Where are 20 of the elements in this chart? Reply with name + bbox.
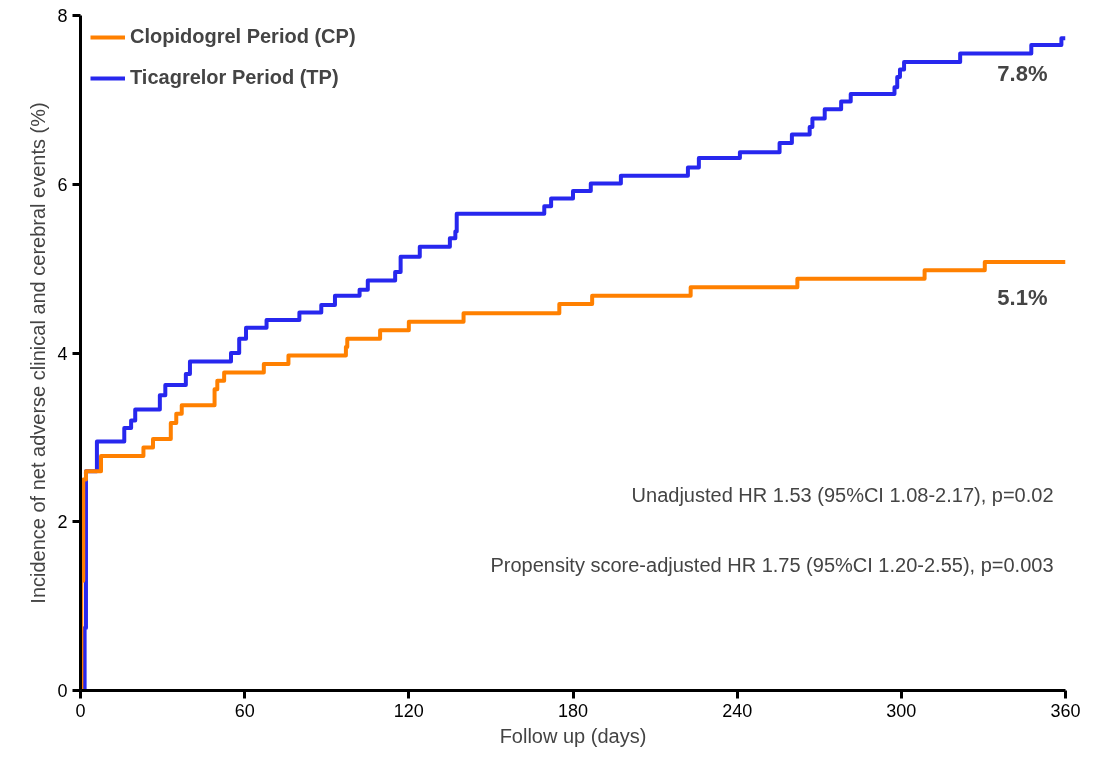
x-tick-label: 180 [557, 700, 589, 721]
y-tick-label: 0 [57, 681, 68, 701]
x-tick-label: 240 [722, 700, 753, 721]
legend-label: Clopidogrel Period (CP) [130, 25, 356, 48]
annotation: 5.1% [997, 284, 1048, 310]
legend-label: Ticagrelor Period (TP) [130, 66, 339, 89]
x-tick-label: 120 [393, 700, 424, 721]
x-tick-label: 360 [1050, 700, 1081, 721]
y-tick-label: 4 [57, 343, 68, 364]
annotation: Propensity score-adjusted HR 1.75 (95%CI 1.20-2.55), p=0.003 [490, 553, 1054, 576]
annotation: 7.8% [997, 61, 1048, 87]
annotation: Unadjusted HR 1.53 (95%CI 1.08-2.17), p=0.02 [631, 483, 1054, 506]
x-tick-label: 60 [234, 700, 255, 721]
x-tick-label: 0 [75, 700, 86, 721]
y-tick-label: 2 [57, 512, 68, 533]
y-tick-label: 8 [57, 6, 68, 26]
x-tick-label: 300 [886, 700, 917, 721]
x-axis-title: Follow up (days) [499, 724, 647, 747]
y-axis-title: Incidence of net adverse clinical and cerebral events (%) [27, 102, 50, 604]
y-tick-label: 6 [57, 174, 68, 195]
